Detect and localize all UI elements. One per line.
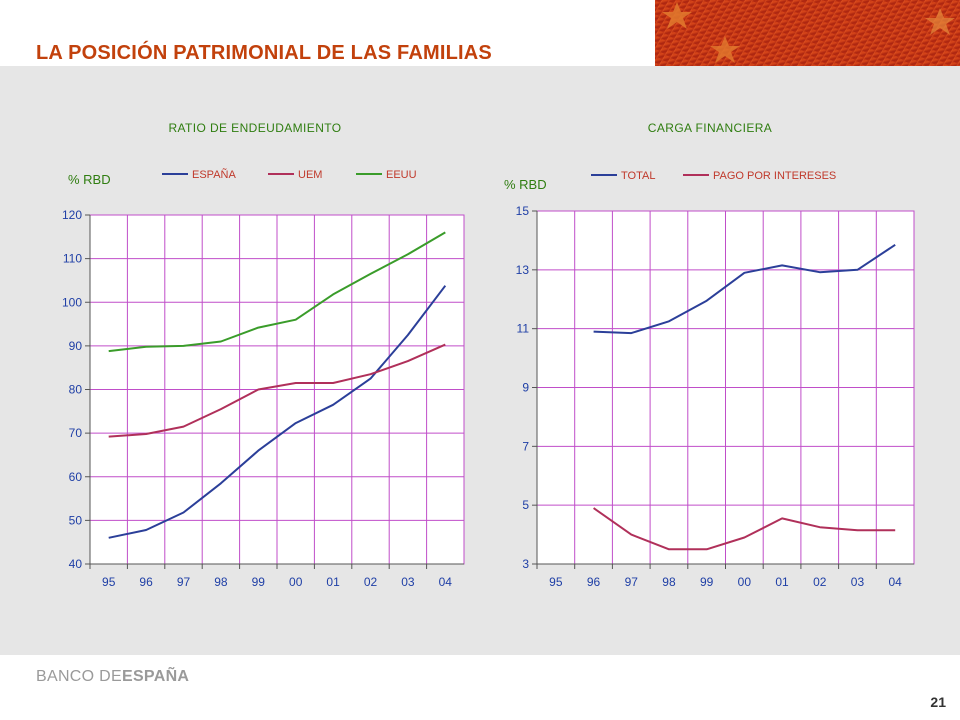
- legend-item-uem: UEM: [268, 169, 322, 181]
- series-line-pago-por-intereses: [593, 507, 896, 551]
- legend-item-eeuu: EEUU: [356, 169, 417, 181]
- x-tick-label: 03: [401, 575, 415, 589]
- y-tick-label: 7: [522, 439, 529, 453]
- legend-label: TOTAL: [621, 170, 655, 182]
- y-tick-label: 110: [63, 252, 82, 266]
- page-title: LA POSICIÓN PATRIMONIAL DE LAS FAMILIAS: [36, 42, 492, 64]
- y-tick-label: 90: [69, 339, 83, 353]
- x-tick-label: 99: [252, 575, 266, 589]
- legend-item-pago-por-intereses: PAGO POR INTERESES: [683, 170, 836, 182]
- x-tick-label: 98: [662, 575, 676, 589]
- y-tick-label: 80: [69, 383, 83, 397]
- series-line-uem: [108, 343, 446, 438]
- y-tick-label: 100: [62, 295, 82, 309]
- y-tick-label: 5: [522, 498, 529, 512]
- flag-decoration: [655, 0, 960, 66]
- x-tick-label: 01: [775, 575, 789, 589]
- banco-de-espana-logo: BANCO DEESPAÑA: [36, 668, 189, 686]
- x-tick-label: 04: [888, 575, 902, 589]
- y-axis-unit-label: % RBD: [504, 177, 547, 192]
- series-line-total: [593, 243, 896, 335]
- x-tick-label: 96: [587, 575, 601, 589]
- x-tick-label: 01: [326, 575, 340, 589]
- x-tick-label: 96: [139, 575, 153, 589]
- star-icon: [925, 8, 955, 35]
- legend-item-total: TOTAL: [591, 170, 655, 182]
- chart-title: RATIO DE ENDEUDAMIENTO: [168, 121, 341, 135]
- x-tick-label: 02: [364, 575, 378, 589]
- legend-label: EEUU: [386, 169, 417, 181]
- y-tick-label: 3: [522, 557, 529, 571]
- y-tick-label: 120: [62, 208, 82, 222]
- series-line-españa: [108, 285, 447, 539]
- x-tick-label: 95: [549, 575, 563, 589]
- y-tick-label: 11: [517, 322, 530, 336]
- x-tick-label: 02: [813, 575, 827, 589]
- x-tick-label: 03: [851, 575, 865, 589]
- x-tick-label: 98: [214, 575, 228, 589]
- x-tick-label: 95: [102, 575, 116, 589]
- x-tick-label: 00: [738, 575, 752, 589]
- series-line-eeuu: [108, 231, 446, 353]
- logo-text-light: BANCO DE: [36, 668, 122, 685]
- y-tick-label: 9: [522, 381, 529, 395]
- legend-label: ESPAÑA: [192, 168, 236, 181]
- legend-item-españa: ESPAÑA: [162, 168, 236, 181]
- chart-carga-financiera: CARGA FINANCIERA % RBD TOTAL PAGO POR INTER…: [504, 121, 915, 589]
- logo-text-bold: ESPAÑA: [121, 668, 190, 685]
- legend-label: UEM: [298, 169, 322, 181]
- chart-title: CARGA FINANCIERA: [648, 121, 772, 135]
- y-tick-label: 60: [69, 470, 83, 484]
- x-tick-label: 99: [700, 575, 714, 589]
- x-tick-label: 97: [177, 575, 191, 589]
- chart-ratio-endeudamiento: RATIO DE ENDEUDAMIENTO % RBD ESPAÑA UEM EEUU…: [62, 121, 465, 589]
- page-number: 21: [930, 694, 946, 710]
- star-icon: [710, 36, 740, 63]
- x-tick-label: 04: [439, 575, 453, 589]
- y-tick-label: 50: [69, 513, 83, 527]
- y-axis-unit-label: % RBD: [68, 172, 111, 187]
- legend-label: PAGO POR INTERESES: [713, 170, 836, 182]
- y-tick-label: 40: [69, 557, 83, 571]
- star-icon: [662, 2, 692, 29]
- y-tick-label: 15: [516, 204, 530, 218]
- x-tick-label: 00: [289, 575, 303, 589]
- y-tick-label: 70: [69, 426, 83, 440]
- x-tick-label: 97: [625, 575, 639, 589]
- y-tick-label: 13: [516, 263, 530, 277]
